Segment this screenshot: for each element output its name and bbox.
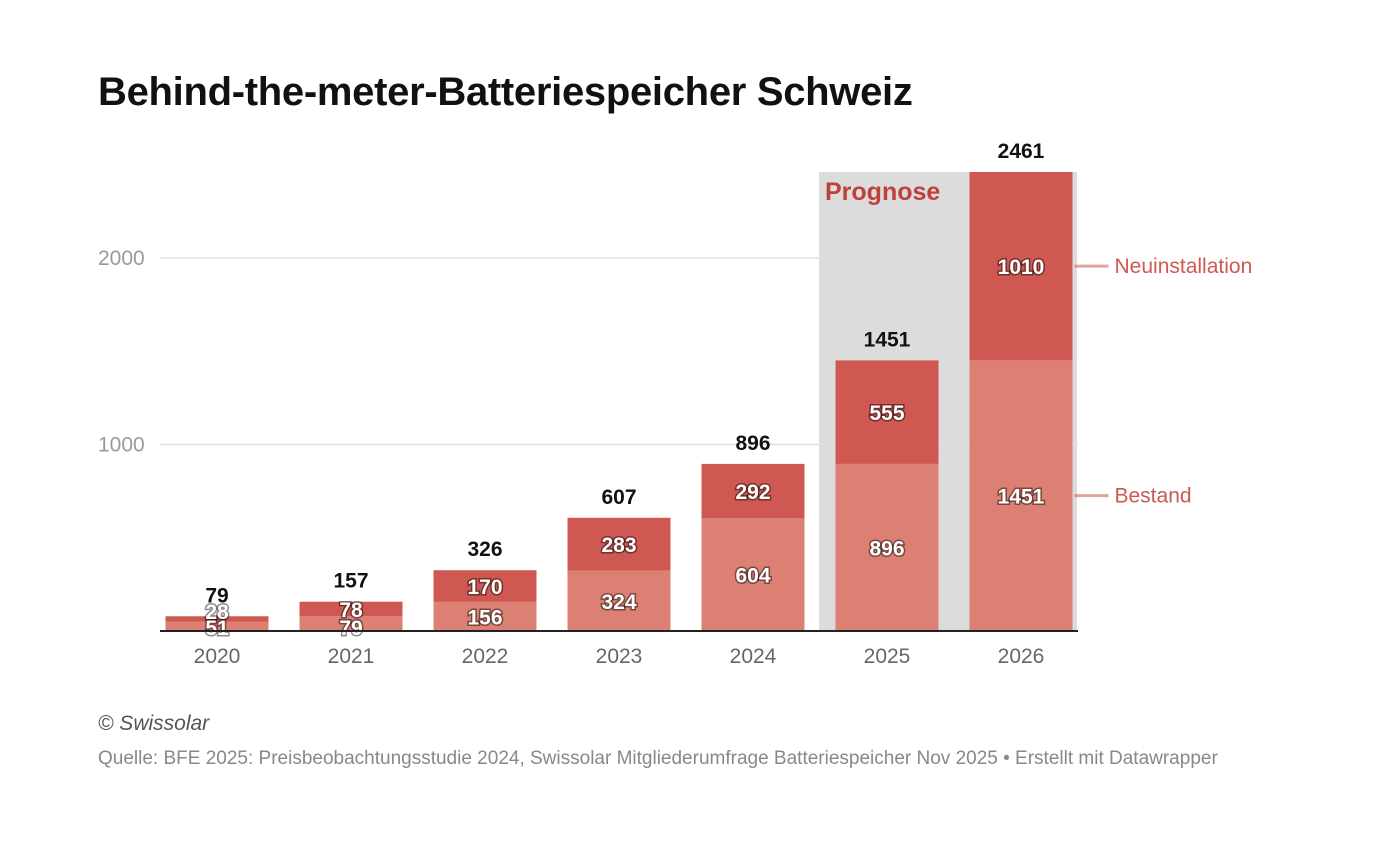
total-label: 157 xyxy=(333,570,368,593)
value-label-bestand: 1451 xyxy=(998,486,1045,509)
bar-neuinstallation xyxy=(701,463,805,519)
x-tick-label: 2022 xyxy=(462,645,509,668)
value-label-bestand: 156 xyxy=(467,606,502,629)
bar-neuinstallation xyxy=(969,172,1073,361)
x-tick-label: 2023 xyxy=(596,645,643,668)
legend-neuinstallation-label: Neuinstallation xyxy=(1115,255,1253,278)
data-labels: 5128797978157156170326324283607604292896… xyxy=(204,140,1046,642)
total-label: 1451 xyxy=(864,328,911,351)
value-label-neuinstallation: 170 xyxy=(467,576,502,599)
total-label: 896 xyxy=(735,432,770,455)
credit-line: © Swissolar xyxy=(98,712,210,735)
bar-neuinstallation xyxy=(433,570,537,602)
value-label-neuinstallation: 1010 xyxy=(998,256,1045,279)
total-label: 326 xyxy=(467,538,502,561)
y-tick-label: 2000 xyxy=(98,247,145,270)
bar-neuinstallation xyxy=(835,360,939,464)
x-tick-label: 2020 xyxy=(194,645,241,668)
forecast-label: Prognose xyxy=(825,178,940,206)
value-label-bestand: 51 xyxy=(205,617,229,640)
bar-bestand xyxy=(701,518,805,631)
x-tick-label: 2021 xyxy=(328,645,375,668)
value-label-neuinstallation: 292 xyxy=(735,481,770,504)
bar-bestand xyxy=(567,570,671,631)
bar-bestand xyxy=(433,601,537,631)
axes: 2020 2021 2022 2023 2024 2025 2026 xyxy=(160,630,1078,668)
source-line: Quelle: BFE 2025: Preisbeobachtungsstudi… xyxy=(98,748,1218,769)
bar-bestand xyxy=(165,621,269,631)
legend: Neuinstallation Bestand xyxy=(1074,255,1253,508)
value-label-bestand: 79 xyxy=(339,617,362,640)
total-label: 607 xyxy=(601,486,636,509)
value-label-bestand: 604 xyxy=(735,565,770,588)
y-tick-label: 1000 xyxy=(98,433,145,456)
bar-neuinstallation xyxy=(299,601,403,617)
x-tick-label: 2026 xyxy=(998,645,1045,668)
total-label: 2461 xyxy=(998,140,1045,163)
value-label-bestand: 896 xyxy=(869,537,904,560)
x-tick-label: 2025 xyxy=(864,645,911,668)
value-label-neuinstallation: 28 xyxy=(205,601,229,624)
legend-bestand-label: Bestand xyxy=(1115,485,1192,508)
bar-bestand xyxy=(835,463,939,631)
bar-bestand xyxy=(969,360,1073,631)
bar-bestand xyxy=(299,616,403,631)
value-label-neuinstallation: 283 xyxy=(601,534,636,557)
value-label-neuinstallation: 78 xyxy=(339,599,363,622)
bars xyxy=(165,172,1073,631)
chart-title: Behind-the-meter-Batteriespeicher Schwei… xyxy=(98,70,913,114)
total-label: 79 xyxy=(205,584,228,607)
bar-neuinstallation xyxy=(567,517,671,571)
bar-neuinstallation xyxy=(165,616,269,622)
value-label-neuinstallation: 555 xyxy=(869,402,904,425)
value-label-bestand: 324 xyxy=(601,591,636,614)
x-tick-label: 2024 xyxy=(730,645,777,668)
